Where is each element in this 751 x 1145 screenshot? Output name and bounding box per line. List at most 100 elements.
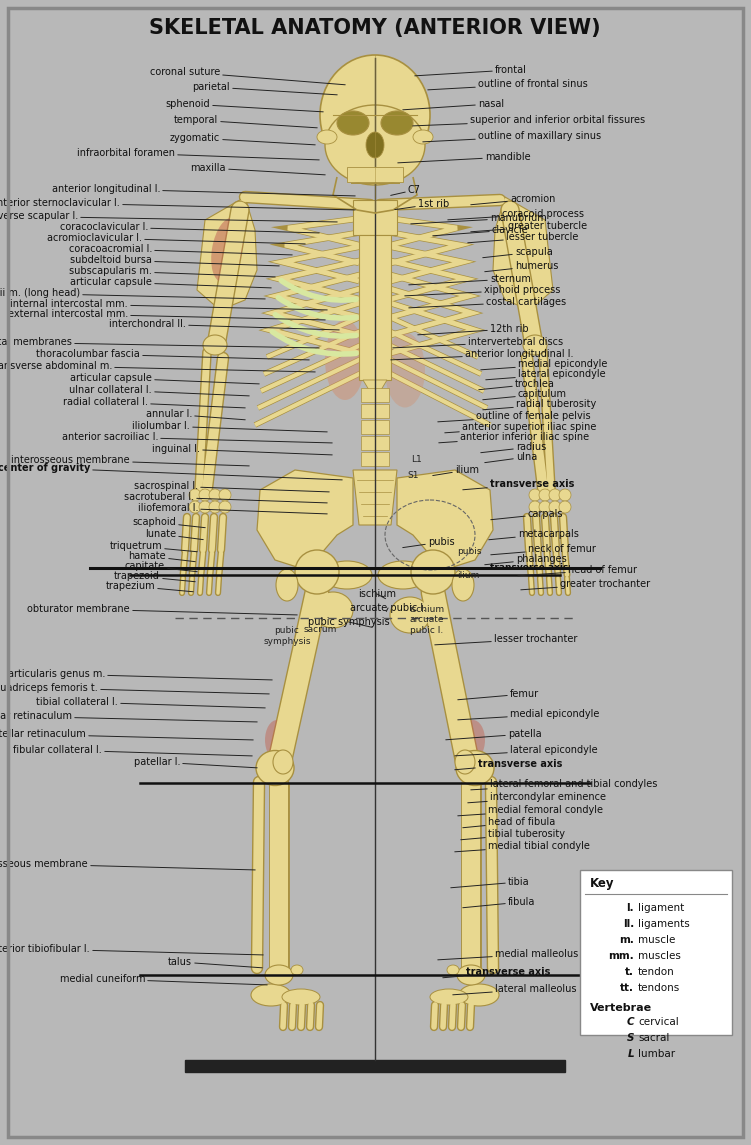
Ellipse shape: [276, 569, 298, 601]
Text: parietal: parietal: [192, 82, 337, 95]
Text: lateral epicondyle: lateral epicondyle: [455, 745, 598, 756]
Polygon shape: [397, 469, 493, 568]
Text: interchondral ll.: interchondral ll.: [109, 319, 339, 330]
Text: transverse axis: transverse axis: [490, 563, 569, 572]
Bar: [353, 200, 397, 235]
Ellipse shape: [378, 561, 428, 589]
Text: ulnar collateral l.: ulnar collateral l.: [69, 385, 249, 396]
Text: radial tuberosity: radial tuberosity: [483, 398, 596, 410]
Text: S1: S1: [407, 471, 419, 480]
Polygon shape: [257, 469, 353, 568]
Bar: [361, 452, 389, 466]
Text: sternum: sternum: [409, 274, 531, 285]
Text: transverse axis: transverse axis: [455, 759, 562, 769]
Text: greater tubercle: greater tubercle: [471, 221, 587, 231]
Text: medial cuneiform: medial cuneiform: [59, 974, 267, 985]
Text: phalanges: phalanges: [484, 554, 567, 564]
Ellipse shape: [320, 55, 430, 175]
Text: lesser tubercle: lesser tubercle: [468, 232, 578, 243]
Text: inguinal l.: inguinal l.: [152, 444, 332, 455]
Text: arcuate pubic l.: arcuate pubic l.: [350, 603, 426, 613]
Text: ilium: ilium: [433, 465, 479, 475]
Text: humerus: humerus: [484, 261, 559, 271]
Text: clavicle: clavicle: [433, 226, 529, 236]
Text: medial epicondyle: medial epicondyle: [481, 360, 608, 370]
Text: frontal: frontal: [415, 65, 527, 76]
Text: pubis: pubis: [403, 537, 454, 547]
Text: greater trochanter: greater trochanter: [520, 579, 650, 590]
Text: temporal: temporal: [173, 114, 317, 128]
Text: pubis: pubis: [457, 547, 481, 556]
Bar: [363, 210, 387, 222]
Ellipse shape: [457, 965, 485, 985]
Circle shape: [199, 489, 211, 502]
Circle shape: [539, 489, 551, 502]
Ellipse shape: [317, 131, 337, 144]
Bar: [347, 167, 403, 182]
Text: neck of femur: neck of femur: [490, 544, 596, 555]
Text: ilium: ilium: [457, 570, 479, 579]
Circle shape: [219, 489, 231, 502]
Text: cervical: cervical: [638, 1017, 679, 1027]
Ellipse shape: [313, 592, 353, 627]
Ellipse shape: [456, 750, 494, 785]
Ellipse shape: [430, 989, 468, 1005]
Text: thoracolumbar fascia: thoracolumbar fascia: [36, 349, 309, 360]
Bar: [363, 266, 387, 278]
Text: outline of maxillary sinus: outline of maxillary sinus: [423, 131, 601, 142]
Bar: [363, 294, 387, 306]
Text: anterior longitudinal l.: anterior longitudinal l.: [52, 184, 355, 196]
Text: annular l.: annular l.: [146, 409, 246, 420]
Text: tt.: tt.: [620, 984, 634, 993]
Text: 1st rib: 1st rib: [395, 199, 449, 210]
Text: trapezium: trapezium: [105, 581, 193, 592]
Text: lateral malleolus: lateral malleolus: [453, 984, 577, 995]
Text: t.: t.: [625, 968, 634, 977]
Text: C: C: [626, 1017, 634, 1027]
Text: ligaments: ligaments: [638, 919, 689, 929]
Bar: [363, 308, 387, 319]
Bar: [364, 232, 386, 243]
Text: patellar l.: patellar l.: [134, 757, 258, 768]
Text: transverse axis: transverse axis: [443, 968, 550, 978]
Text: anterior sternoclavicular l.: anterior sternoclavicular l.: [0, 198, 355, 210]
Circle shape: [189, 489, 201, 502]
Text: S: S: [626, 1033, 634, 1043]
Bar: [363, 238, 387, 250]
Bar: [580, 870, 732, 1035]
Text: tibia: tibia: [451, 877, 529, 887]
Text: subdeltoid bursa: subdeltoid bursa: [70, 255, 279, 266]
Ellipse shape: [203, 335, 227, 355]
Text: 12th rib: 12th rib: [418, 324, 529, 334]
Bar: [359, 235, 391, 380]
Text: lumbar: lumbar: [638, 1049, 675, 1059]
Ellipse shape: [459, 984, 499, 1006]
Text: subscapularis m.: subscapularis m.: [69, 266, 275, 277]
Circle shape: [539, 502, 551, 513]
Text: biceps brachii m. (long head): biceps brachii m. (long head): [0, 289, 265, 299]
Polygon shape: [197, 197, 257, 310]
Text: Vertebrae: Vertebrae: [590, 1003, 652, 1013]
Text: coronal suture: coronal suture: [149, 68, 345, 85]
Text: interosseous membrane: interosseous membrane: [11, 455, 249, 466]
Ellipse shape: [337, 111, 369, 135]
Text: l.: l.: [626, 903, 634, 913]
Text: ischium
arcuate
pubic l.: ischium arcuate pubic l.: [409, 605, 445, 634]
Text: superior and inferior orbital fissures: superior and inferior orbital fissures: [413, 114, 645, 126]
Text: articular capsule: articular capsule: [70, 373, 259, 384]
Bar: [361, 388, 389, 402]
Bar: [363, 322, 387, 334]
Circle shape: [559, 502, 571, 513]
Text: anterior tibiofibular l.: anterior tibiofibular l.: [0, 943, 263, 955]
Ellipse shape: [282, 989, 320, 1005]
Text: outline of female pelvis: outline of female pelvis: [438, 411, 590, 421]
Text: sacrum: sacrum: [303, 625, 336, 634]
Text: internal intercostal mm.: internal intercostal mm.: [11, 299, 327, 310]
Bar: [363, 224, 387, 236]
Text: head of fibula: head of fibula: [463, 818, 555, 828]
Ellipse shape: [325, 105, 425, 185]
Circle shape: [209, 502, 221, 513]
Text: superior transverse scapular l.: superior transverse scapular l.: [0, 211, 337, 222]
Ellipse shape: [211, 218, 243, 282]
Text: talus: talus: [168, 957, 262, 968]
